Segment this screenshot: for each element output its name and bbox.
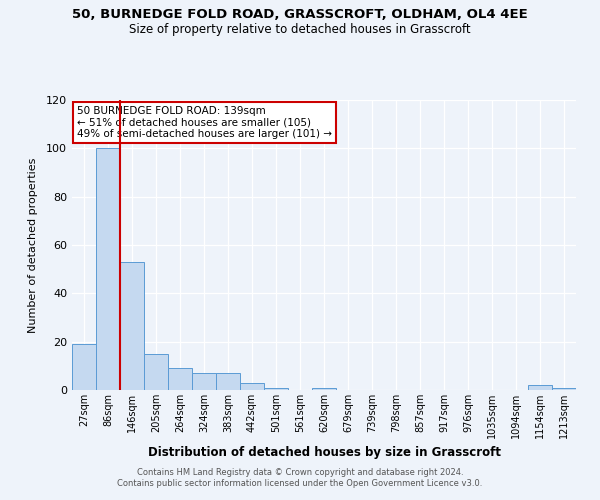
- Bar: [240, 383, 264, 390]
- Text: 50, BURNEDGE FOLD ROAD, GRASSCROFT, OLDHAM, OL4 4EE: 50, BURNEDGE FOLD ROAD, GRASSCROFT, OLDH…: [72, 8, 528, 20]
- Text: 50 BURNEDGE FOLD ROAD: 139sqm
← 51% of detached houses are smaller (105)
49% of : 50 BURNEDGE FOLD ROAD: 139sqm ← 51% of d…: [77, 106, 332, 139]
- Bar: [552, 388, 576, 390]
- Text: Contains HM Land Registry data © Crown copyright and database right 2024.
Contai: Contains HM Land Registry data © Crown c…: [118, 468, 482, 487]
- Bar: [144, 354, 168, 390]
- Text: Size of property relative to detached houses in Grasscroft: Size of property relative to detached ho…: [129, 22, 471, 36]
- Bar: [72, 344, 96, 390]
- Bar: [264, 388, 288, 390]
- Bar: [312, 388, 336, 390]
- Bar: [168, 368, 192, 390]
- Bar: [528, 385, 552, 390]
- X-axis label: Distribution of detached houses by size in Grasscroft: Distribution of detached houses by size …: [148, 446, 500, 460]
- Bar: [216, 373, 240, 390]
- Bar: [96, 148, 120, 390]
- Y-axis label: Number of detached properties: Number of detached properties: [28, 158, 38, 332]
- Bar: [192, 373, 216, 390]
- Bar: [120, 262, 144, 390]
